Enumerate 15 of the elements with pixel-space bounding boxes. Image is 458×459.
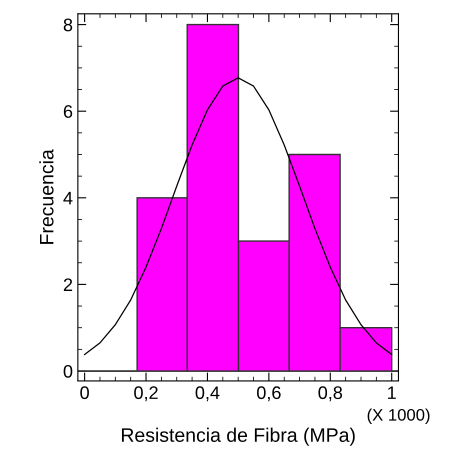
x-tick-label: 0: [80, 386, 89, 400]
x-tick-label: 0,6: [257, 386, 281, 402]
y-axis-title: Frecuencia: [39, 149, 54, 244]
x-axis-title: Resistencia de Fibra (MPa): [122, 428, 355, 446]
y-tick-label: 4: [63, 192, 72, 204]
x-tick-label: 0,4: [196, 386, 220, 402]
x-tick-label: 1: [388, 386, 396, 399]
text: (X 1000): [368, 408, 430, 424]
y-tick-label: 2: [64, 278, 72, 291]
line-series: [84, 77, 392, 356]
y-tick-label: 6: [64, 105, 72, 118]
y-tick-label: 8: [64, 18, 72, 32]
x-tick-label: 0,2: [134, 386, 158, 402]
x-tick-label: 0,8: [318, 386, 342, 402]
y-tick-label: 0: [64, 364, 72, 378]
